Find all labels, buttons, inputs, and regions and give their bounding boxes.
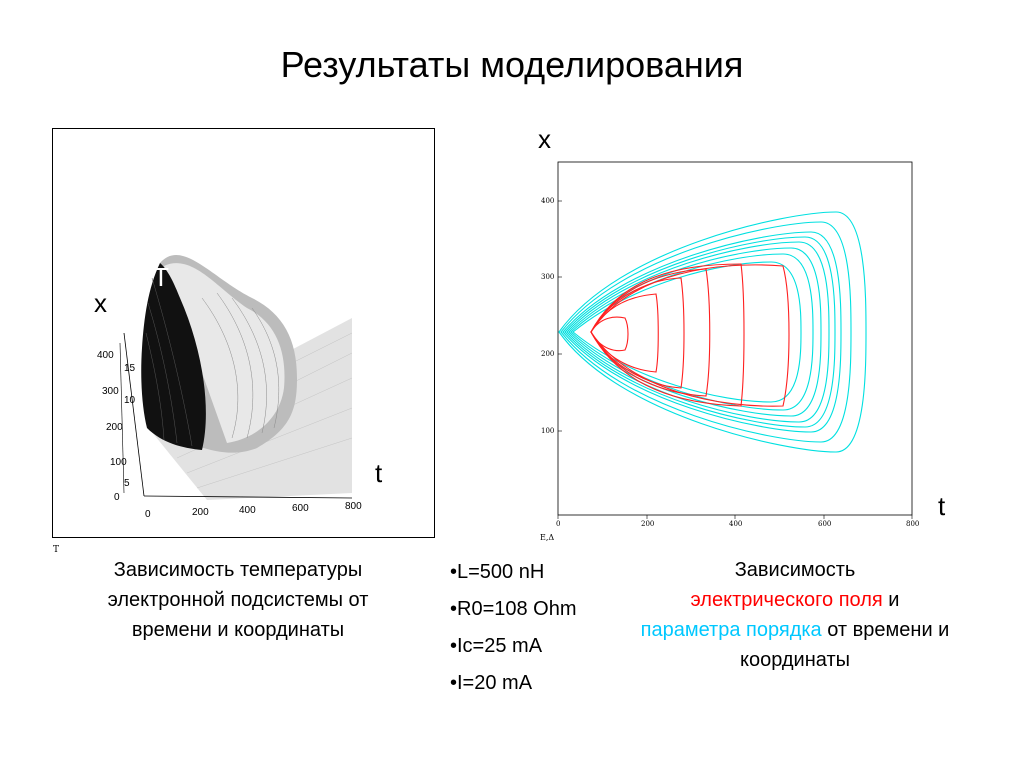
left-t-axis-label: t [375,458,383,488]
order-parameter-contour [564,236,836,428]
x-tick: 200 [106,422,123,433]
x-tick: 100 [541,427,554,435]
order-parameter-contour [566,241,830,423]
right-caption-field: электрического поля [690,589,883,611]
param-item: •R0=108 Ohm [450,598,577,620]
x-tick: 400 [541,197,554,205]
parameters-list: •L=500 nH •R0=108 Ohm •Ic=25 mA •I=20 mA [450,554,577,702]
left-plot-footnote: T [53,545,60,555]
left-caption: Зависимость температуры электронной подс… [107,559,369,641]
right-caption-prefix: Зависимость [734,559,856,581]
param-item: •Ic=25 mA [450,635,543,657]
right-x-axis-label: x [538,124,551,154]
right-plot-footnote: E,Δ [540,533,555,542]
field-order-contour-plot: 400 300 200 100 0 200 400 600 800 [541,161,919,528]
x-tick: 300 [102,386,119,397]
order-parameter-contour [558,211,867,453]
order-parameter-contour [572,261,802,403]
order-parameter-contour [562,231,842,433]
t-tick: 400 [239,505,256,516]
right-caption-middle: и [888,589,900,611]
right-caption-order: параметра порядка [640,619,822,641]
electric-field-contours [590,263,790,407]
t-tick: 0 [145,509,151,520]
left-T-axis-label: T [153,262,169,292]
T-tick: 5 [124,478,130,489]
t-tick: 600 [292,503,309,514]
order-parameter-contour [560,221,852,443]
left-x-axis-label: x [94,288,107,318]
temperature-3d-plot: 15 10 5 400 300 200 100 0 0 200 400 600 … [52,128,435,538]
page-title: Результаты моделирования [280,44,744,85]
right-caption-suffix: от времени и координаты [740,619,950,671]
x-tick: 400 [97,350,114,361]
T-tick: 15 [124,363,136,374]
param-item: •I=20 mA [450,672,533,694]
right-caption: Зависимость электрического поля и параме… [640,555,950,675]
t-tick: 600 [818,520,831,528]
x-tick: 0 [114,492,120,503]
x-tick: 200 [541,350,554,358]
t-tick: 200 [641,520,654,528]
right-t-axis-label: t [938,491,946,521]
param-item: •L=500 nH [450,561,545,583]
t-tick: 400 [729,520,742,528]
t-tick: 800 [906,520,919,528]
T-tick: 10 [124,395,136,406]
x-tick: 300 [541,273,554,281]
t-tick: 200 [192,507,209,518]
t-tick: 0 [556,520,560,528]
t-tick: 800 [345,501,362,512]
x-tick: 100 [110,457,127,468]
